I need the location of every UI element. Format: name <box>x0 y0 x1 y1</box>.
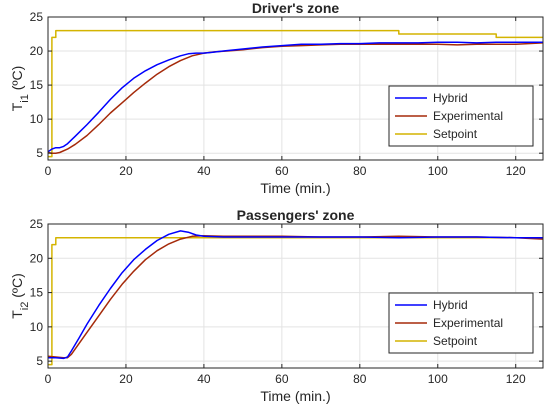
legend-label-experimental: Experimental <box>433 109 503 123</box>
legend-label-hybrid: Hybrid <box>433 91 468 105</box>
x-tick-label: 0 <box>45 164 52 178</box>
x-tick-label: 40 <box>197 372 211 386</box>
y-tick-label: 10 <box>30 320 44 334</box>
legend: Hybrid Experimental Setpoint <box>388 85 534 147</box>
legend-label-hybrid: Hybrid <box>433 298 468 312</box>
x-tick-label: 120 <box>506 164 526 178</box>
chart-1: 0 20 40 60 80 100 120 5 10 15 20 25 Driver's zone Tim… <box>9 0 544 196</box>
legend: Hybrid Experimental Setpoint <box>388 292 534 354</box>
y-tick-label: 25 <box>30 10 44 24</box>
series-hybrid-line <box>48 230 543 360</box>
y-tick-label: 20 <box>30 44 44 58</box>
x-tick-label: 0 <box>45 372 52 386</box>
x-axis-label: Time (min.) <box>260 388 330 404</box>
x-tick-label: 120 <box>506 372 526 386</box>
y-axis-label: Ti2 (ºC) <box>9 273 31 319</box>
x-tick-label: 60 <box>275 164 289 178</box>
x-tick-label: 80 <box>353 372 367 386</box>
y-axis-label: Ti1 (ºC) <box>9 66 31 112</box>
axes-box <box>47 223 544 369</box>
x-tick-label: 20 <box>119 164 133 178</box>
chart-title: Driver's zone <box>252 0 340 16</box>
y-tick-label: 15 <box>30 286 44 300</box>
x-tick-label: 60 <box>275 372 289 386</box>
y-tick-label: 20 <box>30 251 44 265</box>
y-tick-label: 5 <box>36 146 43 160</box>
x-tick-label: 100 <box>428 164 448 178</box>
x-tick-label: 20 <box>119 372 133 386</box>
x-axis-label: Time (min.) <box>260 180 330 196</box>
y-tick-label: 25 <box>30 217 44 231</box>
axes-box <box>47 16 544 161</box>
chart-2: 0 20 40 60 80 100 120 5 10 15 20 25 Passengers' zone… <box>9 207 544 404</box>
chart-title: Passengers' zone <box>237 207 355 223</box>
series-hybrid-line <box>48 41 543 153</box>
y-tick-label: 5 <box>36 354 43 368</box>
legend-label-setpoint: Setpoint <box>433 334 478 348</box>
x-tick-label: 80 <box>353 164 367 178</box>
series-setpoint-line <box>48 29 543 158</box>
legend-label-experimental: Experimental <box>433 316 503 330</box>
series-experimental-line <box>48 234 543 359</box>
y-tick-label: 15 <box>30 78 44 92</box>
x-tick-label: 40 <box>197 164 211 178</box>
legend-label-setpoint: Setpoint <box>433 127 478 141</box>
x-tick-label: 100 <box>428 372 448 386</box>
series-setpoint-line <box>48 236 543 366</box>
y-tick-label: 10 <box>30 112 44 126</box>
